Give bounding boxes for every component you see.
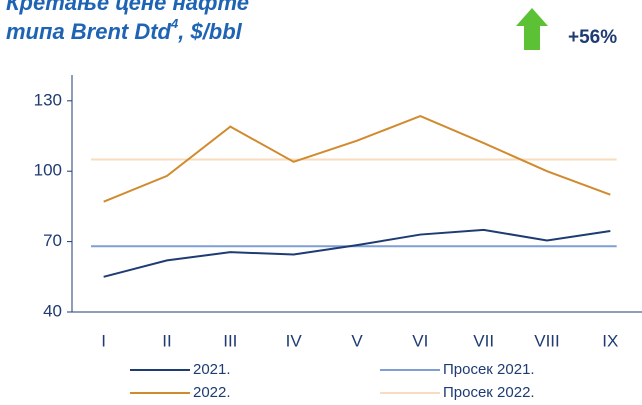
x-tick-label: V bbox=[351, 331, 363, 350]
line-series bbox=[103, 228, 611, 278]
x-tick-label: VII bbox=[473, 331, 494, 350]
legend-label: Просек 2022. bbox=[443, 384, 535, 401]
chart-title: типа Brent Dtd4, $/bbl bbox=[6, 16, 243, 43]
y-tick-label: 40 bbox=[43, 301, 62, 320]
up-arrow bbox=[516, 8, 548, 50]
y-tick-label: 100 bbox=[34, 161, 62, 180]
title-tail: , $/bbl bbox=[177, 19, 242, 44]
x-tick-label: I bbox=[101, 331, 106, 350]
x-tick-label: VIII bbox=[534, 331, 560, 350]
x-tick-label: VI bbox=[412, 331, 428, 350]
x-tick-label: II bbox=[162, 331, 171, 350]
x-tick-label: III bbox=[223, 331, 237, 350]
legend-label: Просек 2021. bbox=[443, 361, 535, 378]
y-tick-label: 70 bbox=[43, 231, 62, 250]
x-tick-label: IV bbox=[286, 331, 303, 350]
title-sup: 4 bbox=[170, 16, 179, 31]
legend-label: 2022. bbox=[193, 384, 231, 401]
title-text: типа Brent Dtd bbox=[6, 19, 172, 44]
chart-title: Кретање цене нафте bbox=[6, 0, 249, 15]
x-tick-label: IX bbox=[602, 331, 618, 350]
line-series bbox=[103, 114, 611, 203]
y-tick-label: 130 bbox=[34, 90, 62, 109]
legend-label: 2021. bbox=[193, 361, 231, 378]
annotation: +56% bbox=[568, 27, 617, 48]
